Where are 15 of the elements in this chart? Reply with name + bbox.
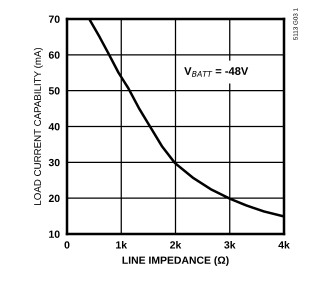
y-tick-label: 40 [48,123,60,130]
x-tick-label: 2k [170,240,182,248]
x-tick-label: 4k [278,240,290,248]
y-tick-label: 70 [48,16,60,23]
y-axis-title: LOAD CURRENT CAPABILITY (mA) [34,48,43,205]
annotation: V$_{BATT}$ = -48V [184,67,248,77]
x-tick-label: 0 [64,241,70,249]
x-tick-label: 1k [116,240,128,248]
x-tick-label: 3k [224,240,236,249]
y-tick-label: 20 [48,194,60,202]
y-tick-label: 60 [48,51,60,59]
y-tick-label: 50 [48,87,60,95]
x-axis-title: LINE IMPEDANCE (Ω) [122,256,229,266]
y-tick-label: 30 [48,158,60,166]
y-tick-label: 10 [49,230,60,238]
